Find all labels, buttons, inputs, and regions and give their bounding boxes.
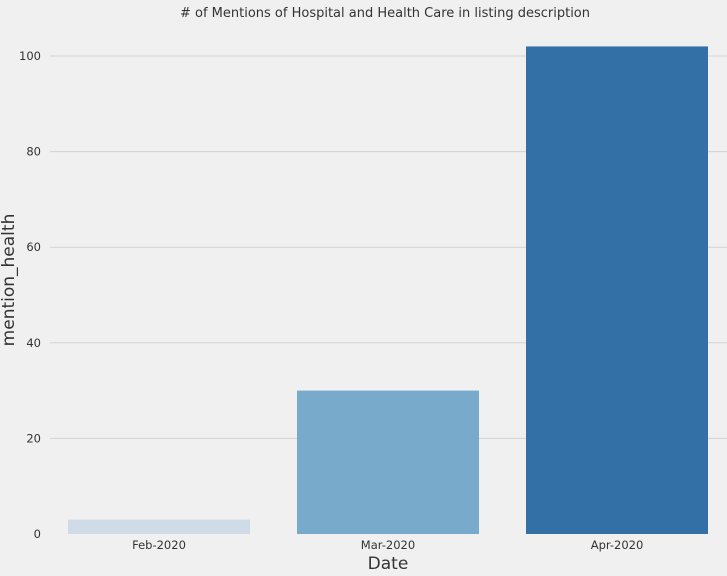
y-tick-labels: 0 20 40 60 80 100 xyxy=(19,49,41,541)
y-tick-label-100: 100 xyxy=(19,49,41,63)
x-tick-label-apr-2020: Apr-2020 xyxy=(591,538,644,552)
y-tick-label-20: 20 xyxy=(26,431,41,445)
y-axis-label: mention_health xyxy=(0,214,19,347)
bars xyxy=(68,46,708,534)
chart-title: # of Mentions of Hospital and Health Car… xyxy=(180,6,590,21)
x-tick-label-mar-2020: Mar-2020 xyxy=(361,538,415,552)
y-tick-label-80: 80 xyxy=(26,145,41,159)
bar-mar-2020 xyxy=(297,390,479,534)
bar-feb-2020 xyxy=(68,519,250,534)
x-tick-label-feb-2020: Feb-2020 xyxy=(132,538,186,552)
y-tick-label-0: 0 xyxy=(34,527,41,541)
x-tick-labels: Feb-2020 Mar-2020 Apr-2020 xyxy=(132,538,643,552)
y-tick-label-40: 40 xyxy=(26,336,41,350)
bar-apr-2020 xyxy=(526,46,708,534)
x-axis-label: Date xyxy=(368,554,409,574)
y-tick-label-60: 60 xyxy=(26,240,41,254)
